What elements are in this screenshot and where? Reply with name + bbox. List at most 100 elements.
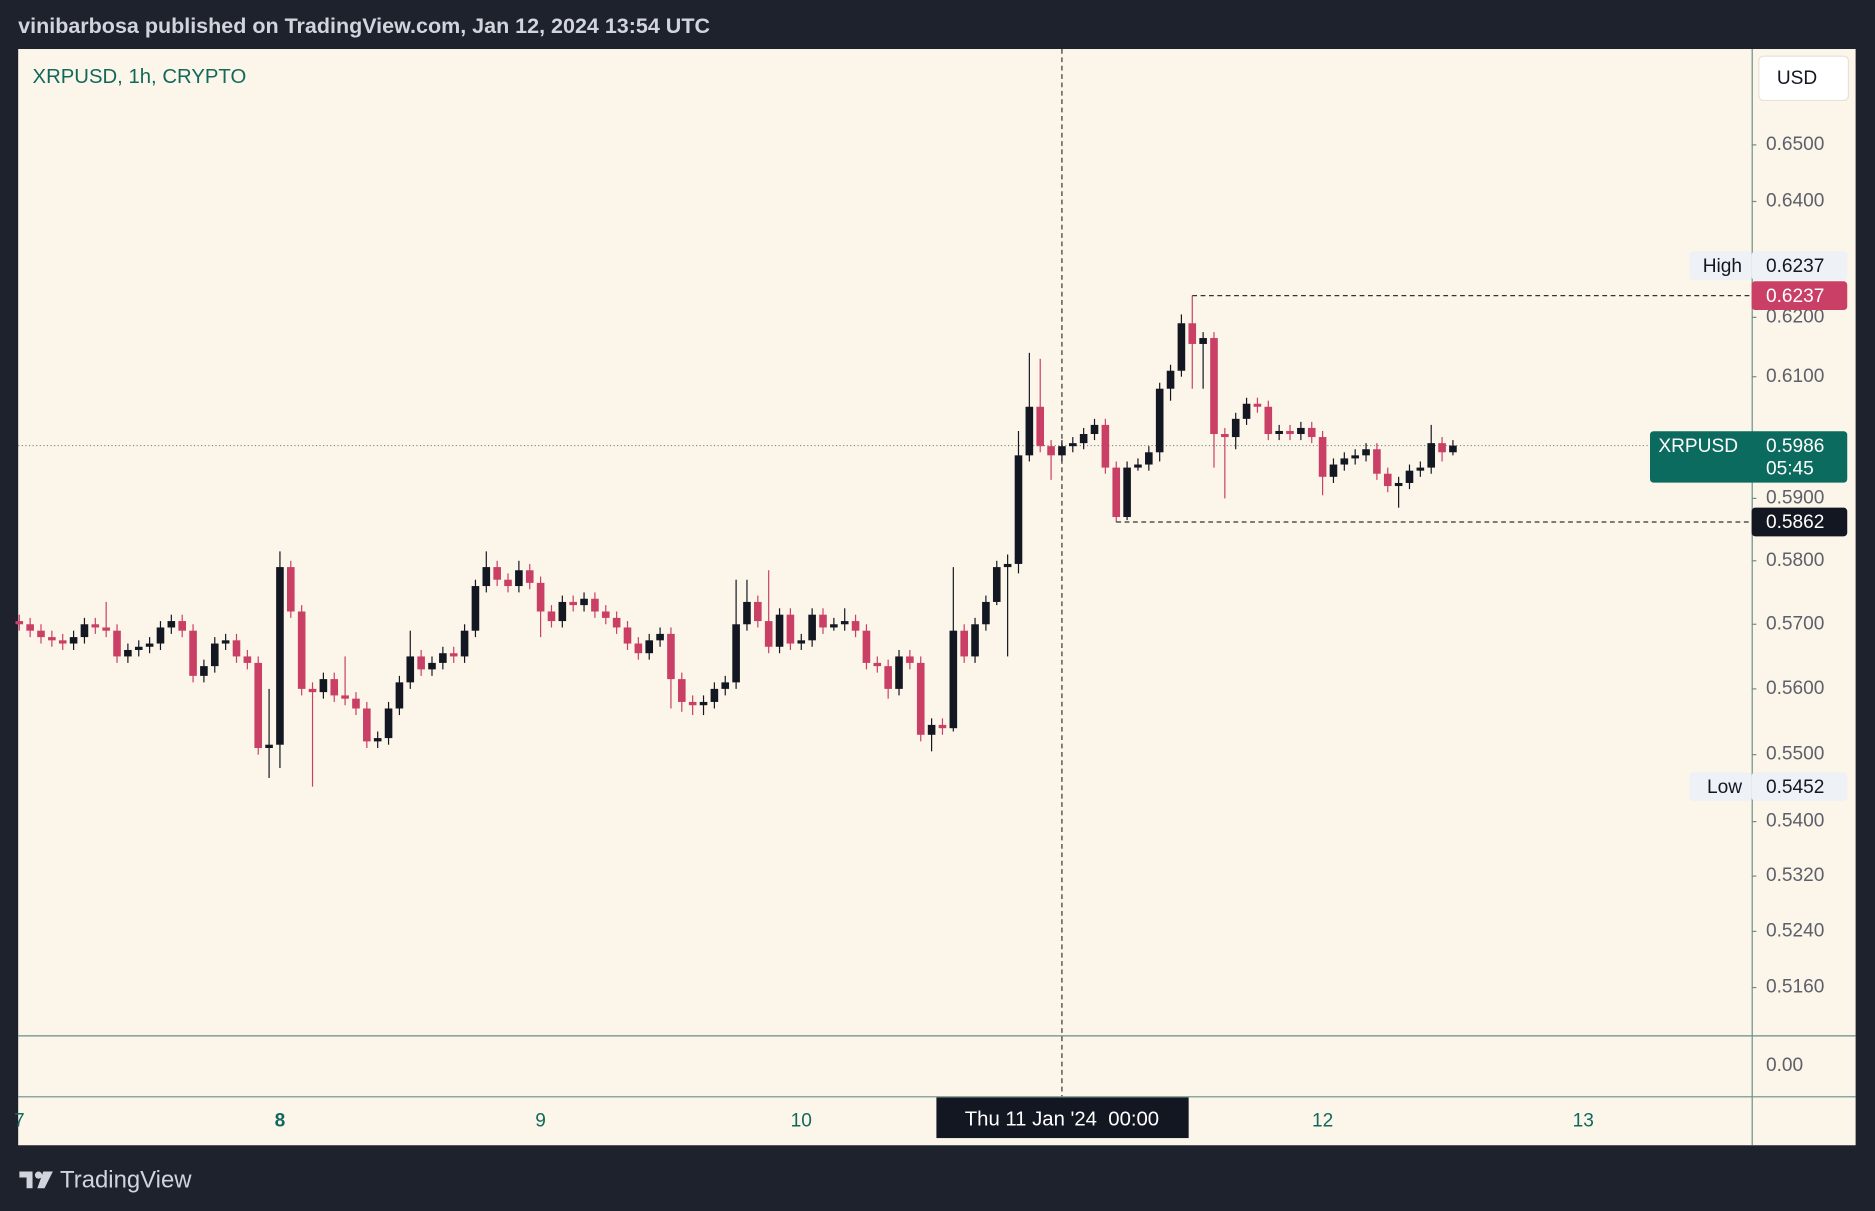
- candle-body: [287, 567, 295, 612]
- candle-body: [1383, 473, 1392, 487]
- candle-body: [688, 701, 697, 706]
- candle-body: [884, 666, 892, 689]
- candle-body: [1003, 563, 1012, 568]
- candle-body: [982, 601, 990, 625]
- candle-body: [525, 570, 534, 583]
- y-tick-label: 0.5500: [1766, 744, 1824, 765]
- candle-body: [916, 662, 925, 735]
- candle-body: [1123, 467, 1131, 518]
- price-line-label: 0.5862: [1766, 512, 1824, 533]
- candle-body: [1318, 437, 1327, 477]
- brand: TradingView: [60, 1166, 192, 1193]
- candle-body: [580, 598, 588, 606]
- x-tick-label: 7: [14, 1110, 25, 1131]
- candle-body: [677, 679, 686, 702]
- candle-body: [1079, 434, 1088, 444]
- candle-body: [960, 630, 968, 657]
- candle-body: [428, 662, 436, 670]
- candle-body: [1427, 443, 1436, 468]
- candle-body: [1210, 338, 1218, 435]
- candle-body: [319, 679, 328, 693]
- candle-body: [1058, 446, 1066, 456]
- candle-body: [145, 643, 154, 647]
- marker-value-box: [1751, 251, 1848, 281]
- candle-body: [297, 611, 306, 689]
- candle-body: [840, 621, 849, 625]
- candle-body: [1297, 427, 1305, 435]
- y-tick-label: 0.6500: [1766, 134, 1824, 155]
- candle-body: [1014, 455, 1023, 564]
- y-tick-label: 0.5320: [1766, 865, 1824, 886]
- candle-body: [797, 640, 806, 644]
- candle-body: [1264, 406, 1273, 435]
- pane2-tick-label: 0.00: [1766, 1055, 1803, 1076]
- candle-body: [254, 662, 263, 749]
- candle-body: [1286, 430, 1294, 435]
- candle-body: [1340, 458, 1349, 465]
- x-tick-label: 12: [1312, 1110, 1333, 1131]
- candle-body: [938, 724, 947, 729]
- candle-body: [200, 666, 208, 676]
- candle-body: [558, 601, 567, 622]
- last-price-tag: [1649, 431, 1848, 483]
- candle-body: [113, 630, 121, 657]
- candle-body: [1362, 449, 1370, 456]
- candle-body: [243, 656, 252, 663]
- candle-body: [808, 614, 816, 641]
- candle-body: [927, 724, 936, 735]
- candle-body: [656, 633, 664, 641]
- candle-body: [1231, 418, 1240, 438]
- candle-body: [493, 567, 501, 580]
- candle-body: [276, 567, 284, 745]
- y-tick-label: 0.5900: [1766, 487, 1824, 508]
- candle-body: [167, 621, 176, 628]
- candle-body: [591, 598, 599, 612]
- candle-body: [1199, 338, 1207, 344]
- price-line-label: 0.6237: [1766, 286, 1824, 307]
- candle-body: [1025, 406, 1034, 456]
- currency-label[interactable]: USD: [1777, 68, 1817, 89]
- candle-body: [210, 643, 219, 667]
- marker-name: Low: [1707, 777, 1742, 798]
- candle-body: [384, 708, 393, 739]
- candle-body: [460, 630, 469, 657]
- candle-body: [754, 601, 762, 622]
- candle-body: [15, 621, 24, 625]
- marker-name-box: [1689, 251, 1752, 281]
- crosshair-tag: [936, 1097, 1189, 1139]
- candle-body: [471, 586, 480, 631]
- candle-body: [992, 567, 1001, 602]
- candle-body: [601, 611, 610, 618]
- candle-body: [1221, 434, 1229, 438]
- candle-body: [417, 656, 425, 670]
- candle-body: [1036, 406, 1045, 447]
- candle-body: [1177, 323, 1186, 371]
- candle-body: [971, 624, 979, 657]
- candle-body: [439, 653, 447, 663]
- candle-body: [178, 621, 186, 631]
- marker-name: High: [1703, 256, 1742, 277]
- y-tick-label: 0.5240: [1766, 920, 1824, 941]
- candle-body: [1090, 424, 1099, 435]
- candle-body: [156, 627, 165, 644]
- candle-body: [1068, 443, 1077, 447]
- candle-body: [764, 621, 773, 647]
- candle-body: [536, 582, 545, 612]
- candle-body: [102, 627, 110, 631]
- y-tick-label: 0.5400: [1766, 811, 1824, 832]
- candle-body: [949, 630, 958, 729]
- logo-mark: [19, 1171, 33, 1189]
- candle-body: [1351, 455, 1359, 459]
- x-tick-label: 9: [535, 1110, 546, 1131]
- logo-mark: [37, 1171, 53, 1189]
- candle-body: [1405, 470, 1414, 483]
- candle-body: [1188, 323, 1197, 344]
- currency-button[interactable]: [1758, 55, 1850, 102]
- marker-value: 0.5452: [1766, 777, 1824, 798]
- candle-body: [830, 624, 838, 628]
- candle-body: [504, 579, 512, 587]
- candle-body: [189, 630, 197, 676]
- candle-body: [124, 649, 132, 657]
- candle-body: [1166, 370, 1175, 389]
- candle-body: [895, 656, 903, 689]
